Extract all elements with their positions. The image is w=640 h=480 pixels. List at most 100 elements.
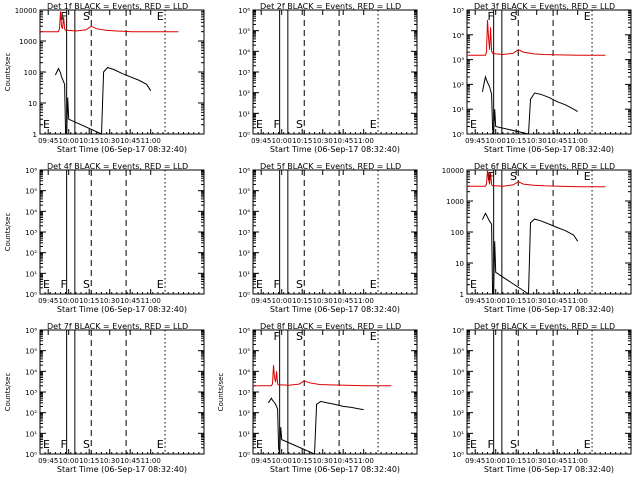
chart-panel-8: Det 8f BLACK = Events, RED = LLD 10⁰ 10¹ 10… [217, 322, 418, 474]
y-tick-label: 10² [25, 250, 37, 258]
x-tick-label: 10:30 [313, 137, 333, 145]
x-tick-label: 10:45 [333, 137, 353, 145]
y-tick-label: 10⁰ [452, 131, 464, 139]
series-lld-line [467, 169, 606, 188]
orbit-marker-label: E [43, 438, 50, 451]
y-tick-label: 10⁶ [25, 327, 37, 335]
plot-frame [252, 169, 418, 295]
y-tick-label: 10⁴ [452, 368, 464, 376]
x-tick-label: 10:00 [486, 137, 506, 145]
orbit-marker-label: E [157, 278, 164, 291]
x-tick-label: 10:00 [272, 297, 292, 305]
x-tick-label: 11:00 [354, 457, 374, 465]
y-tick-label: 10¹ [238, 430, 250, 438]
y-tick-label: 10⁴ [238, 208, 250, 216]
x-axis-label: Start Time (06-Sep-17 08:32:40) [270, 465, 400, 474]
orbit-marker-label: S [296, 278, 303, 291]
orbit-marker-label: E [43, 278, 50, 291]
x-tick-label: 11:00 [568, 297, 588, 305]
chart-title: Det 1f BLACK = Events, RED = LLD [47, 2, 188, 11]
y-tick-label: 10⁴ [238, 48, 250, 56]
y-axis-label: Counts/sec [4, 373, 12, 412]
y-tick-label: 10¹ [452, 106, 464, 114]
chart-title: Det 8f BLACK = Events, RED = LLD [260, 322, 401, 331]
y-tick-label: 10⁰ [25, 451, 37, 459]
orbit-marker-label: F [487, 438, 493, 451]
x-tick-label: 10:30 [527, 457, 547, 465]
orbit-marker-label: E [584, 10, 591, 23]
y-tick-label: 1000 [446, 198, 464, 206]
x-tick-label: 10:00 [59, 297, 79, 305]
x-tick-label: 09:45 [38, 457, 58, 465]
y-axis-label: Counts/sec [4, 213, 12, 252]
y-tick-label: 10⁴ [25, 368, 37, 376]
x-tick-label: 10:30 [527, 137, 547, 145]
y-tick-label: 10⁰ [25, 291, 37, 299]
y-tick-label: 10¹ [452, 430, 464, 438]
x-tick-label: 10:00 [272, 137, 292, 145]
y-axis-label: Counts/sec [217, 373, 225, 412]
y-tick-label: 10³ [238, 229, 250, 237]
y-tick-label: 10⁶ [238, 327, 250, 335]
y-tick-label: 10² [452, 410, 464, 418]
chart-panel-9: Det 9f BLACK = Events, RED = LLD 10⁰ 10¹ 10… [452, 322, 632, 474]
orbit-marker-label: E [584, 438, 591, 451]
x-tick-label: 10:00 [272, 457, 292, 465]
y-tick-label: 10⁵ [238, 348, 250, 356]
orbit-marker-label: F [273, 278, 279, 291]
chart-title: Det 7f BLACK = Events, RED = LLD [47, 322, 188, 331]
x-tick-label: 10:15 [506, 457, 526, 465]
x-tick-label: 09:45 [465, 137, 485, 145]
x-tick-label: 10:30 [100, 137, 120, 145]
chart-panel-3: Det 3f BLACK = Events, RED = LLD 10⁰ 10¹ 10… [452, 2, 632, 154]
x-tick-label: 10:30 [313, 457, 333, 465]
chart-title: Det 4f BLACK = Events, RED = LLD [47, 162, 188, 171]
x-axis-label: Start Time (06-Sep-17 08:32:40) [484, 305, 614, 314]
chart-title: Det 9f BLACK = Events, RED = LLD [474, 322, 615, 331]
y-tick-label: 10² [238, 250, 250, 258]
x-tick-label: 10:15 [79, 457, 99, 465]
x-tick-label: 10:45 [547, 297, 567, 305]
plot-frame [39, 329, 205, 455]
x-tick-label: 10:30 [313, 297, 333, 305]
orbit-marker-label: E [370, 330, 377, 343]
chart-panel-6: Det 6f BLACK = Events, RED = LLD 1 10 100 10… [442, 162, 632, 314]
orbit-marker-label: S [510, 438, 517, 451]
x-tick-label: 11:00 [141, 457, 161, 465]
plot-frame [39, 169, 205, 295]
y-tick-label: 10⁵ [25, 348, 37, 356]
orbit-marker-label: E [157, 10, 164, 23]
x-tick-label: 10:30 [100, 297, 120, 305]
chart-title: Det 3f BLACK = Events, RED = LLD [474, 2, 615, 11]
series-lld-line [253, 365, 392, 387]
x-tick-label: 09:45 [38, 297, 58, 305]
y-tick-label: 10⁴ [238, 368, 250, 376]
chart-title: Det 2f BLACK = Events, RED = LLD [260, 2, 401, 11]
y-tick-label: 10⁴ [452, 32, 464, 40]
x-tick-label: 09:45 [251, 457, 271, 465]
y-tick-label: 10 [28, 100, 37, 108]
orbit-marker-label: F [487, 170, 493, 183]
y-tick-label: 10² [452, 81, 464, 89]
y-tick-label: 10⁶ [238, 167, 250, 175]
x-tick-label: 10:00 [59, 137, 79, 145]
plot-frame [466, 9, 632, 135]
x-tick-label: 10:45 [120, 297, 140, 305]
orbit-marker-label: E [157, 438, 164, 451]
x-tick-label: 10:15 [292, 457, 312, 465]
x-tick-label: 10:15 [79, 137, 99, 145]
plot-frame [252, 9, 418, 135]
x-tick-label: 10:30 [100, 457, 120, 465]
plot-frame [252, 329, 418, 455]
y-tick-label: 10¹ [238, 110, 250, 118]
orbit-marker-label: S [83, 278, 90, 291]
y-tick-label: 10² [238, 90, 250, 98]
x-axis-label: Start Time (06-Sep-17 08:32:40) [57, 145, 187, 154]
orbit-marker-label: S [296, 330, 303, 343]
orbit-marker-label: E [470, 118, 477, 131]
y-tick-label: 10 [455, 260, 464, 268]
orbit-marker-label: E [256, 438, 263, 451]
x-tick-label: 09:45 [465, 457, 485, 465]
series-lld-line [40, 11, 179, 33]
